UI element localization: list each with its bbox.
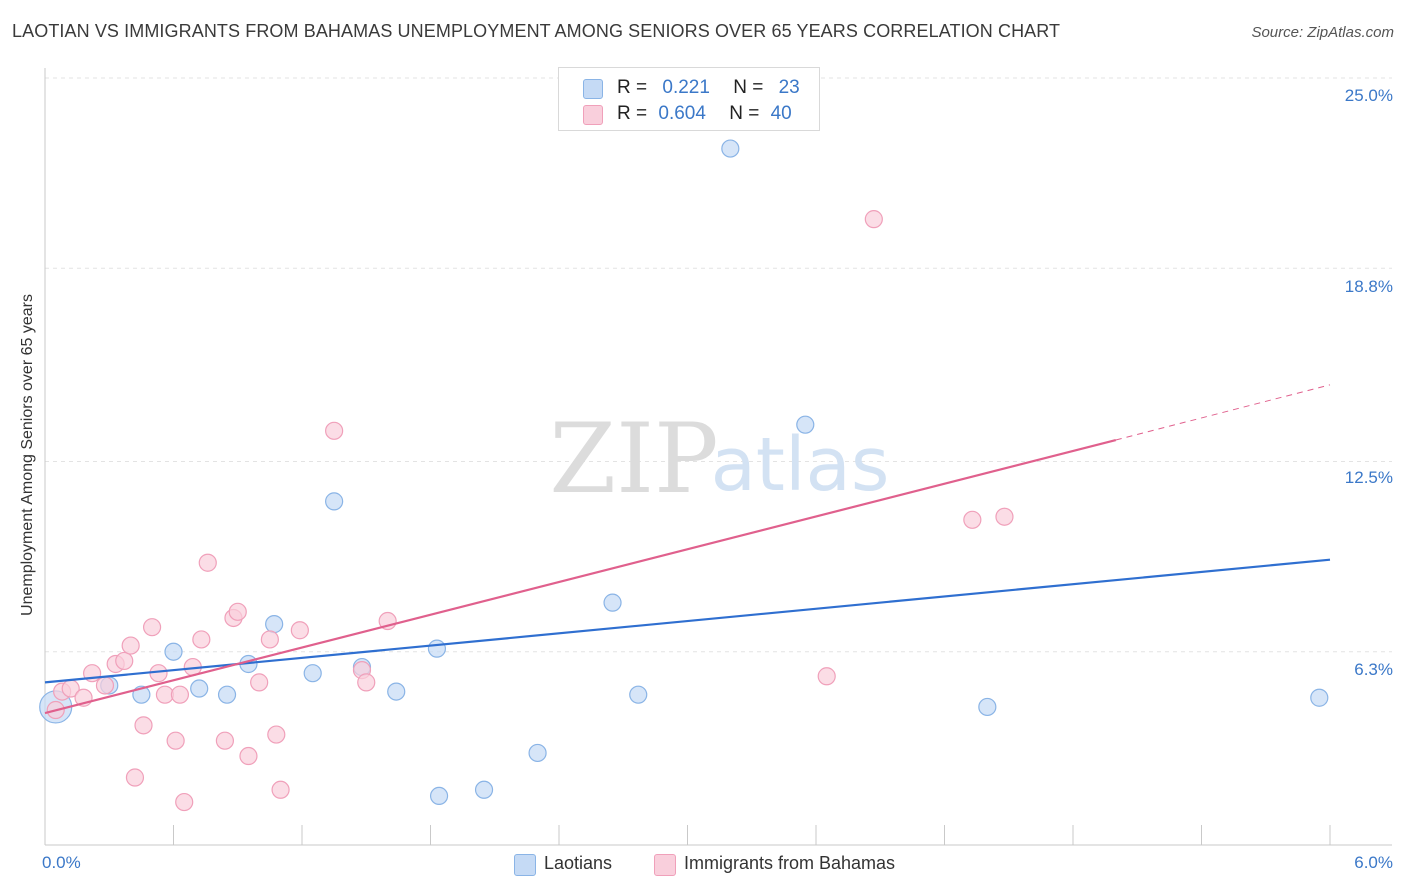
laotians-point <box>603 593 622 612</box>
laotians-point <box>265 615 284 634</box>
n-value: 40 <box>770 103 792 124</box>
bahamas-point <box>134 716 153 735</box>
bahamas-point <box>192 630 211 649</box>
n-value: 23 <box>778 77 800 98</box>
bahamas-point <box>95 676 115 695</box>
watermark-atlas: atlas <box>711 422 890 508</box>
bahamas-point <box>115 651 134 671</box>
bahamas-point <box>357 673 376 692</box>
bahamas-point <box>325 421 344 440</box>
x-tick-label: 6.0% <box>1354 853 1393 872</box>
y-tick-label: 18.8% <box>1344 277 1393 296</box>
x-tick-label: 0.0% <box>42 853 81 872</box>
laotians-point <box>1310 688 1329 707</box>
laotians-point <box>303 664 322 683</box>
bahamas-point <box>995 507 1014 526</box>
laotians-point <box>721 139 740 158</box>
bahamas-point <box>198 553 217 572</box>
laotians-point <box>217 685 237 704</box>
bahamas-point <box>817 667 836 686</box>
r-label: R = <box>617 103 648 124</box>
laotians-point <box>978 697 997 717</box>
bahamas-point <box>260 630 279 649</box>
laotians-swatch <box>583 79 603 99</box>
bahamas-point <box>250 673 269 692</box>
laotians-point <box>796 415 815 434</box>
bahamas-trend-line <box>44 438 1117 715</box>
n-label: N = <box>733 77 764 98</box>
laotians-point <box>629 685 648 704</box>
bahamas-point <box>228 602 247 621</box>
bahamas-point <box>239 746 258 766</box>
laotians-trend-line <box>44 558 1331 684</box>
y-tick-label: 6.3% <box>1354 660 1393 679</box>
r-label: R = <box>617 77 648 98</box>
bahamas-swatch <box>583 105 603 125</box>
legend-label: Immigrants from Bahamas <box>684 853 896 873</box>
r-value: 0.604 <box>658 103 706 124</box>
bahamas-point <box>271 780 290 799</box>
laotians-point <box>164 642 183 661</box>
laotians-point <box>190 679 209 698</box>
r-value: 0.221 <box>662 77 710 98</box>
bahamas-swatch <box>654 854 676 876</box>
laotians-swatch <box>514 854 536 876</box>
laotians-point <box>528 743 547 763</box>
laotians-point <box>325 492 344 511</box>
n-label: N = <box>729 103 760 124</box>
bahamas-point <box>125 768 145 787</box>
chart-title: LAOTIAN VS IMMIGRANTS FROM BAHAMAS UNEMP… <box>12 21 1061 41</box>
bahamas-trend-extension <box>1115 384 1331 441</box>
bahamas-point <box>142 618 162 637</box>
laotians-point <box>387 682 406 701</box>
bahamas-point <box>963 510 982 529</box>
legend-label: Laotians <box>544 853 613 873</box>
bahamas-point <box>175 792 194 812</box>
bahamas-point <box>170 685 190 704</box>
correlation-legend: R = 0.221 N = 23 R = 0.604 N = 40 <box>558 67 820 131</box>
laotians-point <box>427 639 447 658</box>
y-tick-label: 25.0% <box>1344 86 1393 105</box>
bahamas-point <box>215 731 234 750</box>
y-tick-label: 12.5% <box>1344 468 1393 487</box>
bahamas-point <box>267 725 286 744</box>
source-label: Source: ZipAtlas.com <box>1251 24 1394 41</box>
bahamas-point <box>864 210 883 229</box>
bahamas-point <box>290 621 309 640</box>
bahamas-point <box>166 731 185 750</box>
bahamas-point <box>121 636 140 655</box>
watermark-zip: ZIP <box>549 403 718 515</box>
laotians-point <box>429 786 449 806</box>
laotians-point <box>474 780 494 799</box>
